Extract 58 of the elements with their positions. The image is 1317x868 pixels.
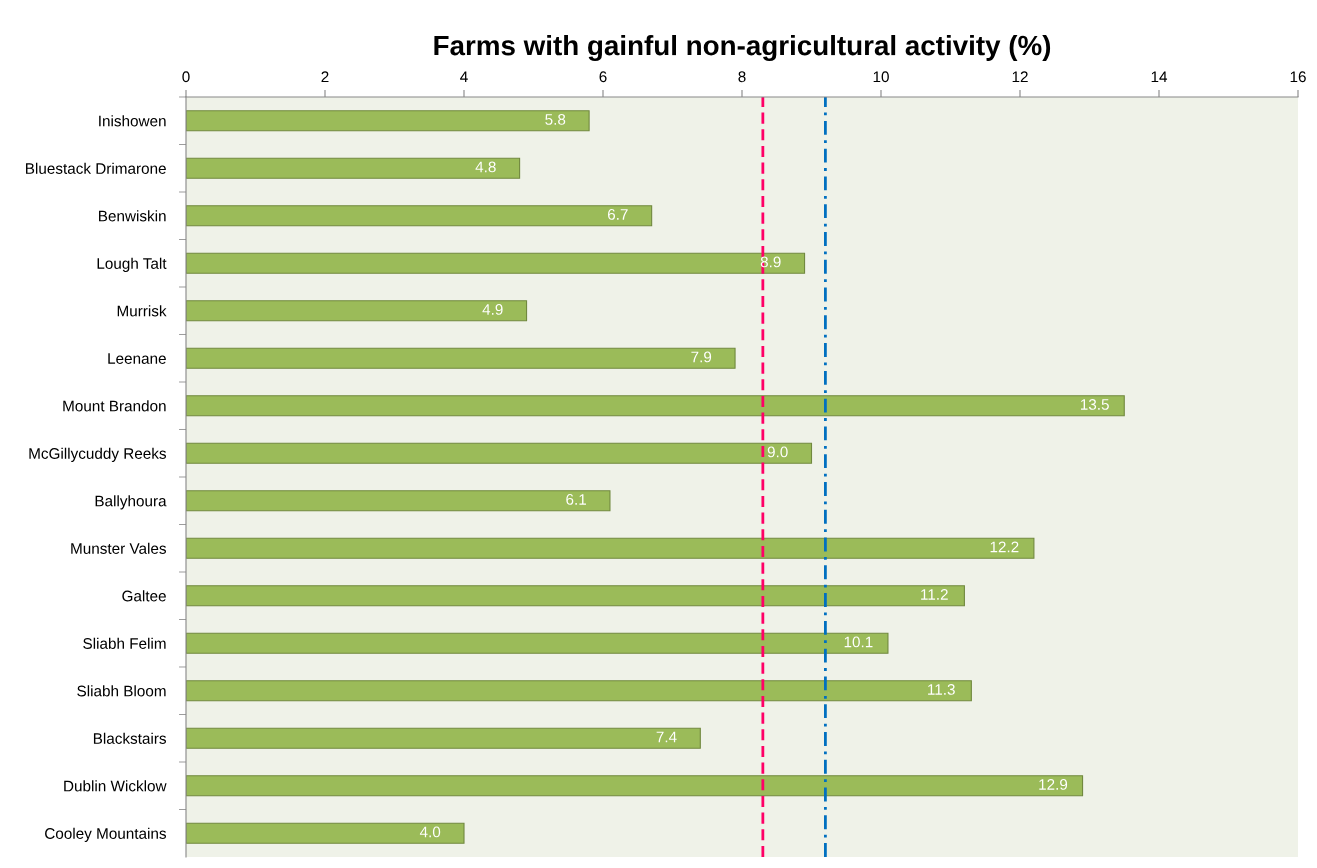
bar <box>186 775 1084 797</box>
bar <box>186 822 465 844</box>
data-label: 13.5 <box>1080 399 1109 410</box>
data-label: 11.3 <box>928 684 955 695</box>
data-label: 8.9 <box>760 256 781 268</box>
x-tick-label: 10 <box>873 71 889 83</box>
y-tick-label: Murrisk <box>117 305 167 317</box>
x-tick-label: 12 <box>1012 71 1028 83</box>
data-label: 10.1 <box>844 636 873 648</box>
bar <box>186 585 965 607</box>
y-tick-label: Bluestack Drimarone <box>26 162 166 174</box>
bar <box>186 442 813 464</box>
bar <box>186 110 590 132</box>
data-label: 4.9 <box>482 304 503 315</box>
bar <box>186 205 653 227</box>
y-tick-label: McGillycuddy Reeks <box>29 447 167 462</box>
x-tick-label: 8 <box>738 71 746 83</box>
data-label: 12.2 <box>990 541 1019 553</box>
y-tick-label: Blackstairs <box>93 732 167 744</box>
y-tick-label: Mount Brandon <box>63 400 166 412</box>
bar <box>186 157 521 179</box>
x-tick-label: 14 <box>1151 71 1168 83</box>
y-tick-label: Lough Talt <box>97 257 167 272</box>
y-tick-label: Dublin Wicklow <box>64 780 167 792</box>
data-label: 4.8 <box>475 161 496 173</box>
bar <box>186 395 1125 417</box>
bar <box>186 537 1035 559</box>
chart-title: Farms with gainful non-agricultural activity (%) <box>434 34 1051 62</box>
bar <box>186 347 736 369</box>
x-tick-label: 0 <box>182 71 190 83</box>
data-label: 12.9 <box>1039 779 1068 790</box>
y-tick-label: Benwiskin <box>99 210 166 222</box>
bar <box>186 252 806 274</box>
data-label: 4.0 <box>419 826 441 838</box>
y-tick-label: Galtee <box>122 590 166 602</box>
y-tick-label: Leenane <box>108 353 166 364</box>
y-tick-label: Sliabh Bloom <box>77 685 166 697</box>
x-tick-label: 6 <box>599 71 607 83</box>
data-label: 11.2 <box>921 589 948 600</box>
bar <box>186 680 972 702</box>
x-tick-label: 4 <box>460 71 468 83</box>
data-label: 6.1 <box>566 494 586 505</box>
y-tick-label: Cooley Mountains <box>45 827 167 842</box>
data-label: 5.8 <box>545 114 566 125</box>
x-tick-label: 2 <box>321 71 329 83</box>
data-label: 7.9 <box>691 351 712 363</box>
data-label: 6.7 <box>607 209 628 220</box>
y-tick-label: Inishowen <box>99 115 166 127</box>
data-label: 9.0 <box>767 446 788 458</box>
y-tick-label: Sliabh Felim <box>83 637 166 649</box>
data-label: 7.4 <box>656 731 677 743</box>
bar <box>186 490 611 512</box>
bar <box>186 727 701 749</box>
bar <box>186 300 528 322</box>
y-tick-label: Munster Vales <box>71 542 167 554</box>
x-tick-label: 16 <box>1290 71 1306 83</box>
y-tick-label: Ballyhoura <box>95 495 167 510</box>
bar <box>186 632 889 654</box>
